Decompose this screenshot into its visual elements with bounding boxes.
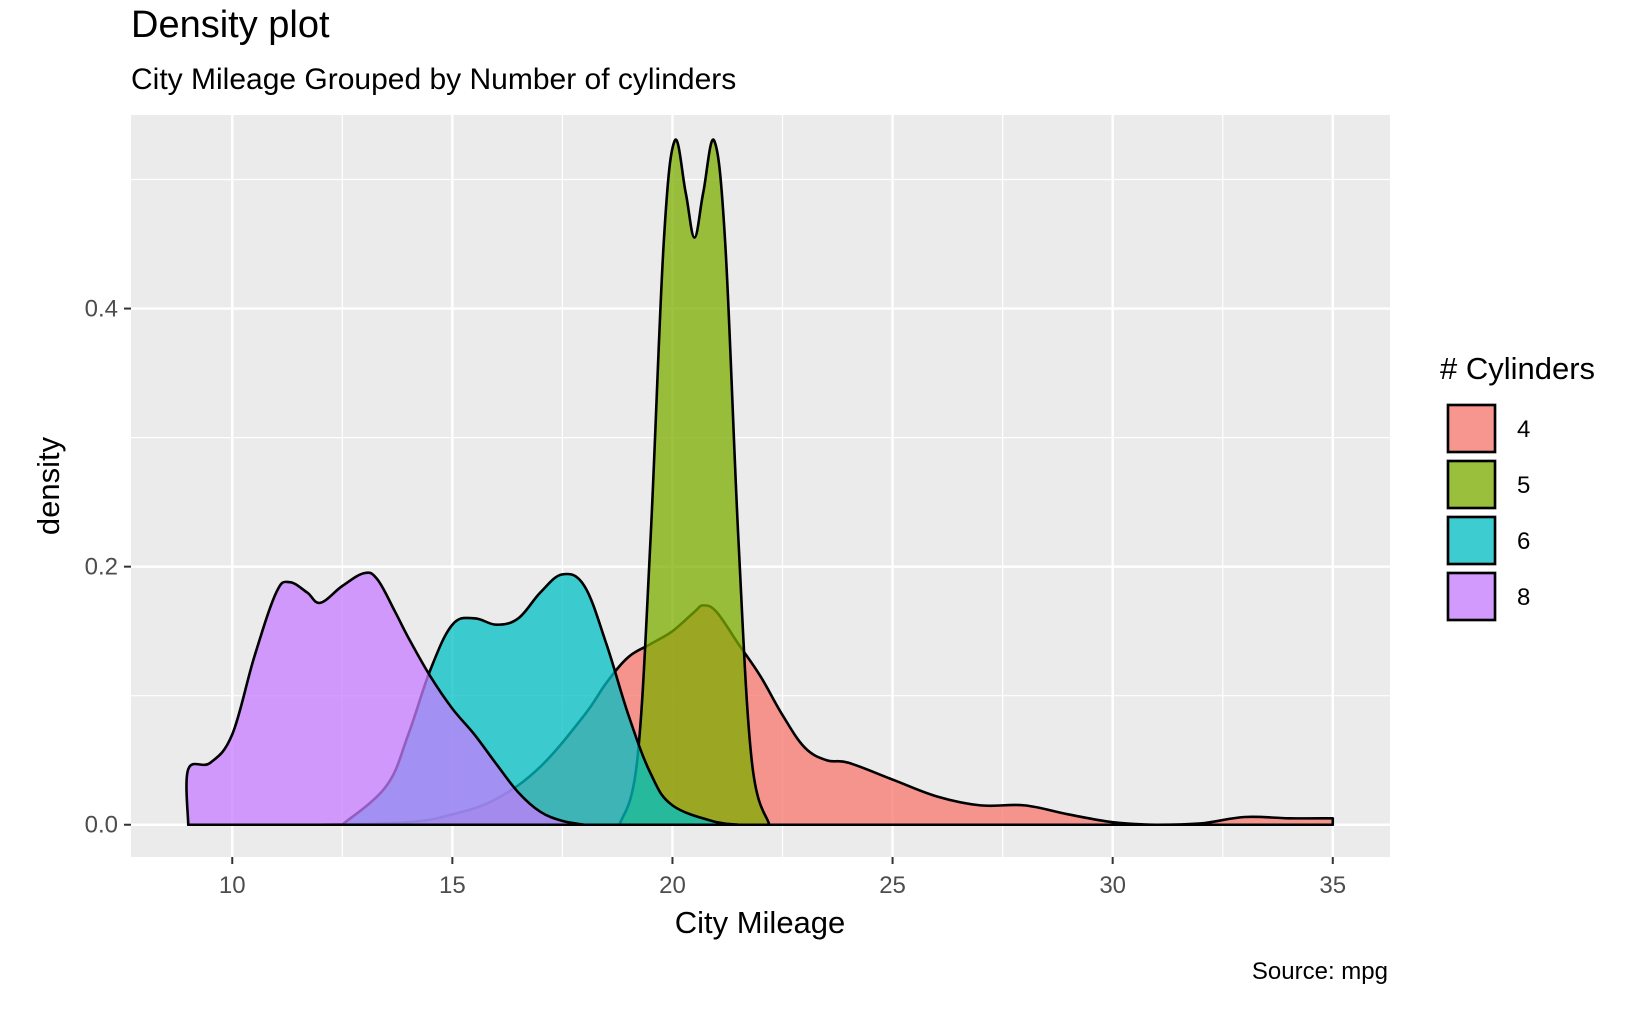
legend: # Cylinders 4 5 6 8 [1440, 351, 1595, 622]
legend-label-8: 8 [1517, 584, 1530, 611]
legend-swatch-6 [1446, 515, 1497, 566]
legend-swatch-8 [1446, 571, 1497, 622]
y-axis: 0.0 0.2 0.4 [85, 296, 131, 839]
x-tick-label: 25 [879, 872, 906, 899]
chart-title: Density plot [131, 4, 330, 46]
x-tick-label: 15 [439, 872, 466, 899]
legend-label-4: 4 [1517, 416, 1530, 443]
density-area-8 [185, 571, 586, 827]
y-axis-title: density [31, 436, 66, 535]
legend-title: # Cylinders [1440, 351, 1595, 386]
y-tick-label: 0.4 [85, 296, 118, 323]
density-area-5 [618, 138, 771, 827]
y-tick-label: 0.2 [85, 554, 118, 581]
x-tick-label: 30 [1099, 872, 1126, 899]
y-tick-label: 0.0 [85, 812, 118, 839]
legend-swatch-5 [1446, 459, 1497, 510]
legend-label-6: 6 [1517, 528, 1530, 555]
density-areas [185, 138, 1335, 827]
legend-swatch-4 [1446, 403, 1497, 454]
x-tick-label: 20 [659, 872, 686, 899]
x-tick-label: 10 [219, 872, 246, 899]
chart-caption: Source: mpg [1252, 958, 1388, 985]
x-tick-label: 35 [1319, 872, 1346, 899]
x-axis: 10 15 20 25 30 35 [219, 857, 1346, 899]
legend-label-5: 5 [1517, 472, 1530, 499]
x-axis-title: City Mileage [675, 905, 846, 940]
chart-subtitle: City Mileage Grouped by Number of cylind… [131, 63, 736, 96]
